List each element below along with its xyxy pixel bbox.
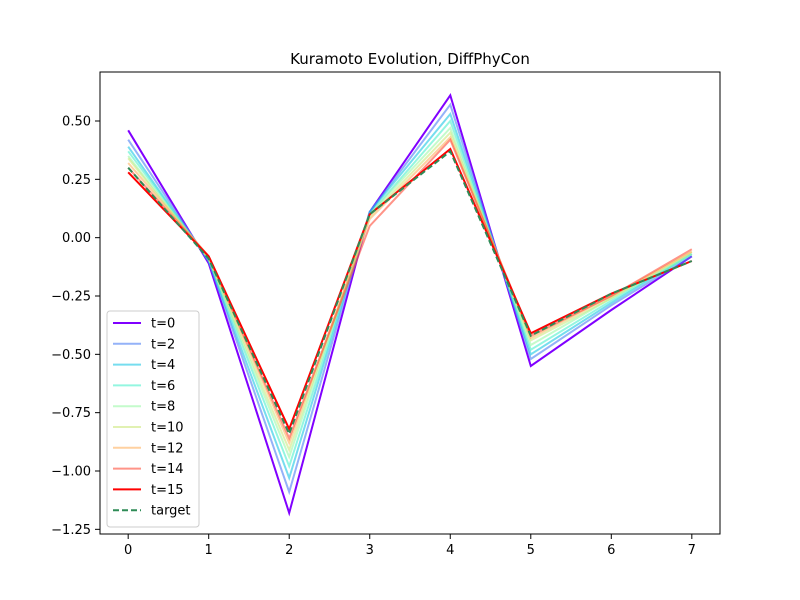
series-line-t-0 <box>127 93 693 517</box>
y-tick-label: 0.00 <box>62 231 91 246</box>
x-tick-label: 6 <box>607 543 615 558</box>
legend-label: t=14 <box>151 462 184 477</box>
series-line-t-4 <box>127 111 693 482</box>
x-tick-label: 4 <box>446 543 454 558</box>
y-tick-label: −0.50 <box>51 348 91 363</box>
x-tick-label: 0 <box>124 543 132 558</box>
x-tick-label: 5 <box>527 543 535 558</box>
x-tick-label: 3 <box>366 543 374 558</box>
y-tick-label: −0.75 <box>51 406 91 421</box>
legend: t=0 t=2 t=4 t=6 t=8 t=10 t=12 t=14 t=15 target <box>106 310 200 528</box>
legend-label: t=12 <box>151 441 184 456</box>
series-line-t-10 <box>127 130 693 453</box>
legend-label: t=2 <box>151 337 175 352</box>
legend-label: t=8 <box>151 400 175 415</box>
legend-label: t=10 <box>151 421 184 436</box>
legend-label: t=6 <box>151 379 175 394</box>
series-layer <box>127 93 693 517</box>
axes-layer: 0 1 2 3 4 5 6 7 0.50 0.25 0.00 −0.25 −0.50 −0.75 −1.00… <box>51 71 721 558</box>
plot-frame <box>99 71 721 535</box>
chart-title: Kuramoto Evolution, DiffPhyCon <box>290 50 530 68</box>
y-tick-label: 0.25 <box>62 173 91 188</box>
y-tick-label: −1.25 <box>51 523 91 538</box>
legend-label: t=15 <box>151 483 184 498</box>
legend-label: t=0 <box>151 317 175 332</box>
x-tick-label: 1 <box>205 543 213 558</box>
y-tick-label: 0.50 <box>62 115 91 130</box>
series-line-target <box>127 149 693 437</box>
legend-label: t=4 <box>151 358 175 373</box>
legend-label: target <box>151 504 191 519</box>
x-tick-label: 2 <box>285 543 293 558</box>
y-tick-label: −0.25 <box>51 290 91 305</box>
x-tick-label: 7 <box>688 543 696 558</box>
y-tick-label: −1.00 <box>51 465 91 480</box>
